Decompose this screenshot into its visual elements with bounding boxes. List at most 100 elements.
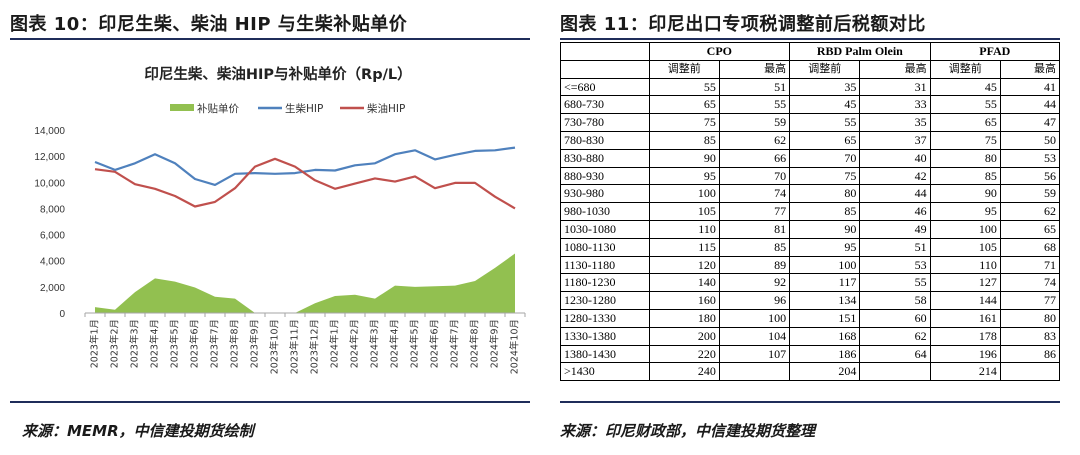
tax-value-cell: 42 [859, 166, 931, 186]
y-tick-label: 4,000 [40, 257, 65, 268]
y-tick-label: 8,000 [40, 204, 65, 215]
tax-value-cell: 161 [929, 308, 1001, 328]
price-range-cell: 1130-1180 [560, 255, 650, 275]
tax-value-cell: 196 [929, 344, 1001, 364]
tax-value-cell [718, 362, 791, 382]
tax-value-cell: 37 [859, 130, 931, 150]
tax-value-cell: 70 [718, 166, 791, 186]
tax-value-cell: 200 [648, 326, 720, 346]
tax-comparison-table: CPO RBD Palm Olein PFAD 调整前 最高 调整前 最高 调整… [560, 42, 1061, 382]
tax-value-cell: 55 [718, 95, 791, 115]
y-tick-label: 10,000 [34, 178, 65, 189]
table-row: 1030-1080 110 81 90 49 100 65 [560, 219, 1061, 239]
tax-value-cell: 68 [999, 237, 1061, 257]
price-range-cell: 1030-1080 [560, 219, 650, 239]
tax-value-cell: 77 [718, 202, 791, 221]
y-axis: 0 2,000 4,000 6,000 8,000 10,000 12,000 14,000 [34, 126, 65, 320]
price-range-cell: 1330-1380 [560, 326, 650, 346]
price-range-cell: 780-830 [560, 130, 650, 150]
tax-value-cell: 74 [999, 273, 1061, 293]
series-line-diesel-hip [94, 157, 516, 210]
x-tick-label: 2023年7月 [209, 319, 221, 368]
tax-value-cell: 65 [789, 130, 861, 150]
price-range-cell: 880-930 [560, 166, 650, 186]
table-row: 830-880 90 66 70 40 80 53 [560, 148, 1061, 168]
table-row: 1130-1180 120 89 100 53 110 71 [560, 255, 1061, 275]
group-header-rbd-palm-olein: RBD Palm Olein [789, 42, 931, 61]
tax-value-cell: 35 [859, 113, 931, 132]
y-tick-label: 0 [59, 309, 65, 320]
tax-value-cell: 49 [859, 219, 931, 239]
table-row: 1380-1430 220 107 186 64 196 86 [560, 344, 1061, 364]
tax-value-cell: 80 [789, 184, 861, 204]
tax-value-cell: 105 [929, 237, 1001, 257]
tax-value-cell: 59 [718, 113, 791, 132]
table-row: 1080-1130 115 85 95 51 105 68 [560, 237, 1061, 257]
tax-value-cell: 144 [929, 291, 1001, 310]
x-tick-label: 2023年9月 [249, 319, 261, 368]
tax-value-cell: 90 [789, 219, 861, 239]
x-tick-label: 2023年5月 [169, 319, 181, 368]
table-sub-header-row: 调整前 最高 调整前 最高 调整前 最高 [560, 59, 1061, 79]
chart-legend: 补贴单价 生柴HIP 柴油HIP [170, 102, 405, 115]
tax-value-cell: 55 [648, 77, 720, 97]
x-tick-label: 2024年10月 [509, 319, 521, 374]
x-tick-label: 2024年9月 [489, 319, 501, 368]
x-tick-label: 2023年11月 [289, 319, 301, 374]
tax-value-cell: 64 [859, 344, 931, 364]
x-tick-label: 2023年10月 [269, 319, 281, 374]
x-tick-label: 2024年8月 [469, 319, 481, 368]
tax-value-cell: 51 [718, 77, 791, 97]
tax-value-cell: 33 [859, 95, 931, 115]
table-row: 680-730 65 55 45 33 55 44 [560, 95, 1061, 115]
group-header-cpo: CPO [648, 42, 791, 61]
tax-value-cell [859, 362, 931, 382]
series-area-subsidy [95, 253, 515, 313]
tax-value-cell: 110 [929, 255, 1001, 275]
sub-header-cell: 调整前 [648, 59, 720, 79]
tax-value-cell: 107 [718, 344, 791, 364]
tax-value-cell: 81 [718, 219, 791, 239]
price-range-cell: 1230-1280 [560, 291, 650, 310]
tax-value-cell: 89 [718, 255, 791, 275]
x-tick-label: 2023年6月 [189, 319, 201, 368]
x-tick-label: 2024年2月 [349, 319, 361, 368]
tax-value-cell: 45 [789, 95, 861, 115]
price-range-cell: 1380-1430 [560, 344, 650, 364]
tax-value-cell: 35 [789, 77, 861, 97]
tax-value-cell: 96 [718, 291, 791, 310]
sub-header-cell: 调整前 [929, 59, 1001, 79]
right-source-note: 来源：印尼财政部，中信建投期货整理 [560, 422, 816, 440]
x-tick-label: 2023年2月 [109, 319, 121, 368]
tax-value-cell: 50 [999, 130, 1061, 150]
table-row: 1180-1230 140 92 117 55 127 74 [560, 273, 1061, 293]
legend-label: 生柴HIP [285, 102, 323, 115]
x-tick-label: 2023年12月 [309, 319, 321, 374]
tax-value-cell: 66 [718, 148, 791, 168]
tax-value-cell: 86 [999, 344, 1061, 364]
table-row: 730-780 75 59 55 35 65 47 [560, 113, 1061, 132]
left-source-note: 来源：MEMR，中信建投期货绘制 [22, 422, 254, 440]
tax-value-cell: 240 [648, 362, 720, 382]
right-bottom-rule [560, 401, 1060, 403]
y-tick-label: 6,000 [40, 231, 65, 242]
tax-value-cell: 44 [859, 184, 931, 204]
x-tick-label: 2023年8月 [229, 319, 241, 368]
legend-swatch-subsidy [170, 104, 194, 111]
tax-value-cell: 46 [859, 202, 931, 221]
tax-value-cell: 160 [648, 291, 720, 310]
legend-label: 柴油HIP [367, 102, 405, 115]
tax-value-cell: 117 [789, 273, 861, 293]
table-row: <=680 55 51 35 31 45 41 [560, 77, 1061, 97]
tax-value-cell: 51 [859, 237, 931, 257]
tax-value-cell: 65 [999, 219, 1061, 239]
tax-value-cell: 44 [999, 95, 1061, 115]
tax-value-cell: 77 [999, 291, 1061, 310]
left-bottom-rule [10, 401, 530, 403]
tax-value-cell: 85 [929, 166, 1001, 186]
tax-value-cell: 100 [929, 219, 1001, 239]
price-range-cell: 1080-1130 [560, 237, 650, 257]
tax-value-cell: 105 [648, 202, 720, 221]
tax-value-cell: 55 [929, 95, 1001, 115]
tax-value-cell: 92 [718, 273, 791, 293]
